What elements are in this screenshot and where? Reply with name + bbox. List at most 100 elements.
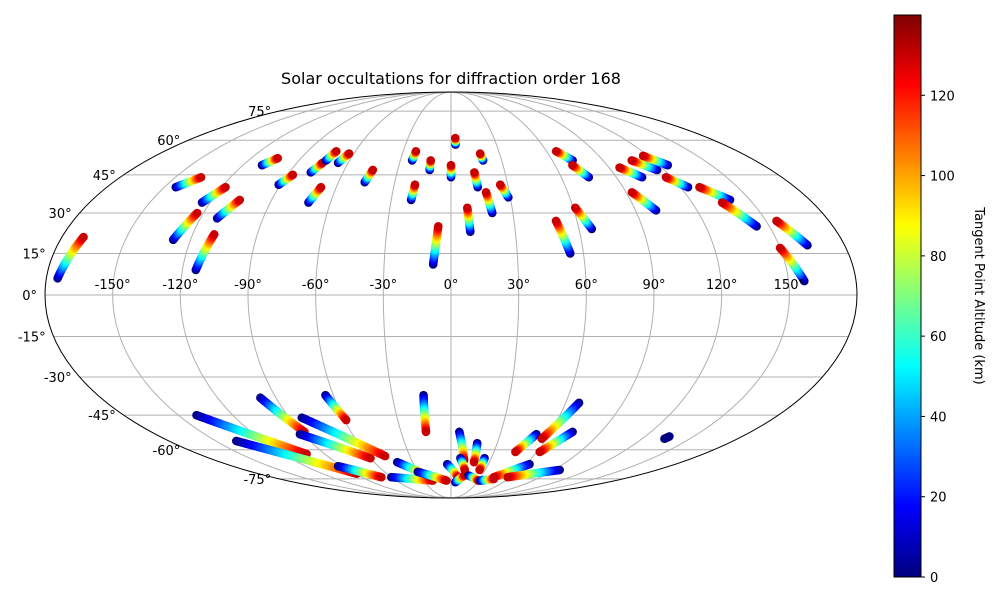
data-point (627, 156, 637, 165)
occultation-track (192, 410, 311, 459)
longitude-label: -120° (162, 278, 198, 293)
longitude-labels: -150° -120° -90° -60° -30° 0° 30° 60° 90° 120° 150… (95, 278, 805, 293)
data-point (377, 472, 386, 482)
data-point (462, 203, 472, 213)
latitude-label: -45° (88, 409, 116, 424)
data-point (433, 221, 443, 231)
chart-title: Solar occultations for diffraction order… (281, 69, 621, 88)
occultation-track (469, 438, 482, 467)
meridian-line (450, 92, 790, 498)
data-point (341, 415, 351, 425)
data-point (775, 243, 785, 253)
data-point (695, 182, 704, 192)
occultation-track (535, 427, 577, 457)
occultation-track (470, 168, 483, 192)
latitude-labels: 75° 60° 45° 30° 15° 0° -15° -30° -45° -60° -75° (18, 105, 271, 488)
longitude-label: -150° (95, 278, 131, 293)
data-point (442, 476, 451, 485)
colorbar-tick-label: 80 (930, 250, 947, 265)
data-point (537, 434, 547, 444)
data-point (489, 472, 499, 482)
map-gridlines (45, 92, 857, 498)
data-point (380, 451, 390, 461)
colorbar-tick-label: 60 (930, 330, 947, 345)
meridian-line (382, 92, 452, 498)
occultation-track (615, 163, 647, 182)
latitude-label: 15° (23, 247, 46, 262)
longitude-label: 150° (774, 278, 805, 293)
data-point (511, 447, 520, 457)
data-point (344, 149, 354, 158)
longitude-label: 90° (642, 278, 665, 293)
occultation-track (425, 156, 436, 175)
occultation-track (717, 198, 761, 231)
occultation-track (570, 203, 597, 234)
occultation-track (660, 432, 674, 444)
occultation-track (450, 133, 460, 149)
data-point (421, 427, 431, 437)
latitude-label: 60° (157, 134, 180, 149)
data-point (475, 465, 484, 475)
occultation-track (451, 471, 469, 487)
data-point (551, 146, 561, 156)
occultation-track (495, 180, 513, 202)
occultation-track (638, 151, 673, 170)
longitude-label: -90° (234, 278, 262, 293)
occultation-track (511, 429, 541, 457)
longitude-label: 60° (575, 278, 598, 293)
occultation-track (551, 216, 575, 258)
occultation-track (775, 243, 809, 286)
occultation-track (321, 390, 351, 425)
meridian-line (450, 92, 655, 498)
longitude-label: 0° (444, 278, 459, 293)
data-point (79, 232, 88, 242)
occultation-track (171, 172, 206, 192)
longitude-label: 30° (507, 278, 530, 293)
data-point (503, 472, 512, 482)
data-point (627, 187, 637, 197)
meridian-line (247, 92, 452, 498)
colorbar-tick-label: 40 (930, 410, 947, 425)
occultation-track (462, 203, 475, 236)
occultation-track (406, 180, 420, 205)
latitude-label: -60° (153, 444, 181, 459)
occultation-track (428, 221, 443, 269)
occultation-track (297, 413, 390, 461)
data-point (410, 180, 420, 189)
occultation-track (537, 398, 584, 444)
data-point (235, 195, 245, 205)
occultation-track (212, 195, 245, 223)
data-point (273, 153, 283, 163)
data-point (469, 457, 479, 467)
occultation-track (455, 427, 469, 465)
occultation-track (695, 182, 735, 205)
occultation-tracks (53, 133, 812, 487)
occultation-track (446, 160, 456, 182)
data-point (570, 203, 580, 213)
data-point (332, 146, 341, 156)
data-point (411, 146, 421, 156)
latitude-label: 45° (93, 169, 116, 184)
data-point (551, 216, 561, 226)
occultation-track (481, 187, 497, 218)
map-boundary (44, 91, 858, 499)
data-point (368, 165, 378, 175)
colorbar-tick-label: 100 (930, 170, 955, 185)
data-point (717, 198, 727, 207)
occultation-track (503, 465, 564, 482)
data-point (316, 182, 326, 192)
occultation-track (413, 467, 451, 485)
data-point (221, 182, 230, 192)
occultation-track (456, 453, 470, 475)
occultation-track (360, 165, 378, 187)
data-point (470, 168, 479, 177)
occultation-track (661, 172, 693, 192)
latitude-label: -75° (243, 473, 271, 488)
occultation-track (442, 459, 463, 482)
latitude-label: -30° (44, 371, 72, 386)
longitude-label: -30° (369, 278, 397, 293)
occultation-track (627, 156, 662, 175)
occultation-track (333, 461, 386, 482)
occultation-track (419, 390, 431, 437)
